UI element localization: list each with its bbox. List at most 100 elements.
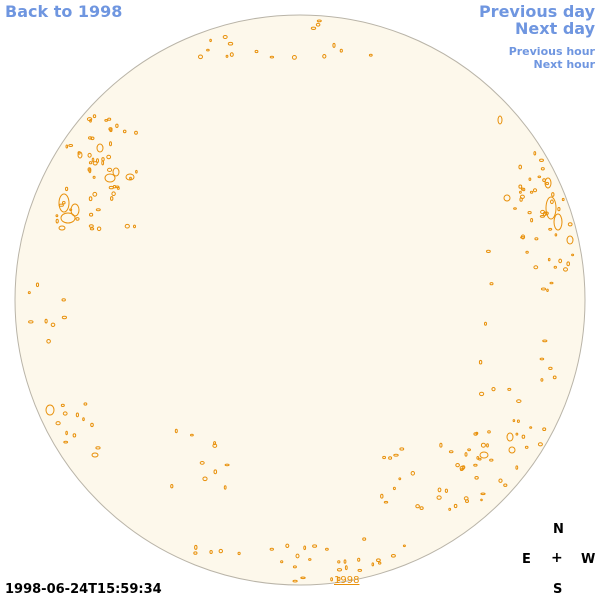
magnetic-speck	[571, 253, 575, 257]
magnetic-speck	[540, 209, 546, 215]
active-region-contour	[58, 225, 66, 231]
magnetic-speck	[507, 387, 512, 391]
magnetic-speck	[135, 169, 138, 174]
magnetic-speck	[50, 322, 56, 327]
magnetic-speck	[537, 442, 543, 447]
magnetic-speck	[92, 114, 97, 119]
magnetic-speck	[199, 461, 205, 465]
magnetic-speck	[524, 445, 529, 449]
magnetic-speck	[86, 117, 93, 122]
magnetic-speck	[95, 446, 101, 450]
magnetic-speck	[461, 465, 466, 470]
magnetic-speck	[55, 421, 61, 426]
magnetic-speck	[525, 250, 529, 254]
magnetic-speck	[486, 249, 491, 253]
magnetic-speck	[198, 54, 203, 60]
magnetic-speck	[444, 488, 448, 493]
magnetic-speck	[475, 431, 479, 435]
magnetic-speck	[213, 469, 218, 475]
magnetic-speck	[357, 557, 361, 562]
previous-day-link[interactable]: Previous day	[478, 2, 595, 21]
back-to-year-link[interactable]: Back to 1998	[5, 2, 123, 21]
magnetic-speck	[393, 453, 399, 457]
magnetic-speck	[529, 426, 533, 429]
magnetic-speck	[513, 207, 517, 210]
magnetic-speck	[218, 548, 224, 554]
active-region-contour	[544, 177, 552, 189]
magnetic-speck	[88, 161, 93, 165]
magnetic-speck	[65, 144, 69, 149]
magnetic-speck	[399, 447, 405, 451]
magnetic-speck	[390, 554, 396, 558]
magnetic-speck	[484, 321, 487, 326]
magnetic-speck	[548, 227, 553, 231]
magnetic-speck	[213, 441, 217, 446]
previous-hour-link[interactable]: Previous hour	[508, 45, 595, 58]
magnetic-speck	[521, 434, 526, 439]
magnetic-speck	[567, 222, 573, 227]
magnetic-speck	[115, 123, 119, 129]
magnetic-speck	[547, 257, 551, 262]
magnetic-speck	[546, 288, 549, 292]
magnetic-speck	[61, 315, 68, 320]
magnetic-speck	[539, 158, 544, 163]
active-region-contour	[506, 432, 514, 442]
magnetic-speck	[124, 223, 130, 229]
active-region-contour	[58, 193, 70, 213]
magnetic-speck	[60, 403, 65, 407]
magnetic-speck	[448, 507, 452, 511]
magnetic-speck	[332, 42, 336, 48]
magnetic-speck	[316, 19, 322, 23]
magnetic-speck	[75, 217, 80, 221]
magnetic-speck	[516, 399, 522, 404]
active-region-contour	[60, 212, 76, 224]
compass-west-label: W	[581, 552, 596, 567]
magnetic-speck	[522, 187, 526, 192]
active-region-contour	[45, 404, 55, 416]
magnetic-speck	[455, 463, 460, 468]
magnetic-speck	[174, 428, 178, 434]
magnetic-speck	[62, 411, 68, 416]
magnetic-speck	[539, 215, 546, 218]
magnetic-speck	[551, 192, 555, 197]
magnetic-speck	[77, 151, 81, 155]
magnetic-speck	[437, 487, 442, 493]
magnetic-speck	[554, 233, 558, 237]
magnetic-speck	[72, 433, 77, 438]
magnetic-speck	[520, 234, 526, 240]
magnetic-speck	[515, 432, 519, 436]
magnetic-speck	[190, 433, 194, 437]
magnetic-speck	[83, 402, 88, 406]
magnetic-speck	[516, 419, 520, 423]
magnetic-speck	[292, 579, 298, 583]
magnetic-speck	[550, 199, 554, 205]
magnetic-speck	[344, 565, 348, 571]
magnetic-speck	[566, 261, 571, 267]
next-day-link[interactable]: Next day	[515, 19, 595, 38]
magnetic-speck	[410, 471, 415, 476]
magnetic-speck	[194, 544, 198, 550]
year-marker-link[interactable]: 1998	[334, 575, 360, 586]
magnetic-speck	[376, 558, 381, 563]
magnetic-speck	[95, 208, 101, 212]
magnetic-speck	[69, 208, 73, 211]
observation-timestamp: 1998-06-24T15:59:34	[5, 582, 162, 597]
magnetic-speck	[368, 53, 373, 57]
magnetic-speck	[223, 485, 227, 490]
magnetic-speck	[75, 412, 80, 418]
magnetic-speck	[330, 577, 334, 582]
magnetic-speck	[557, 207, 561, 212]
magnetic-speck	[519, 197, 523, 202]
magnetic-speck	[106, 154, 112, 160]
magnetic-speck	[35, 282, 40, 288]
active-region-contour	[125, 173, 135, 181]
magnetic-speck	[269, 547, 274, 551]
active-region-contour	[479, 451, 489, 459]
magnetic-speck	[237, 551, 241, 556]
magnetic-speck	[478, 457, 482, 461]
magnetic-speck	[46, 339, 51, 344]
magnetic-speck	[89, 212, 94, 217]
next-hour-link[interactable]: Next hour	[533, 58, 596, 71]
magnetic-speck	[487, 430, 491, 434]
